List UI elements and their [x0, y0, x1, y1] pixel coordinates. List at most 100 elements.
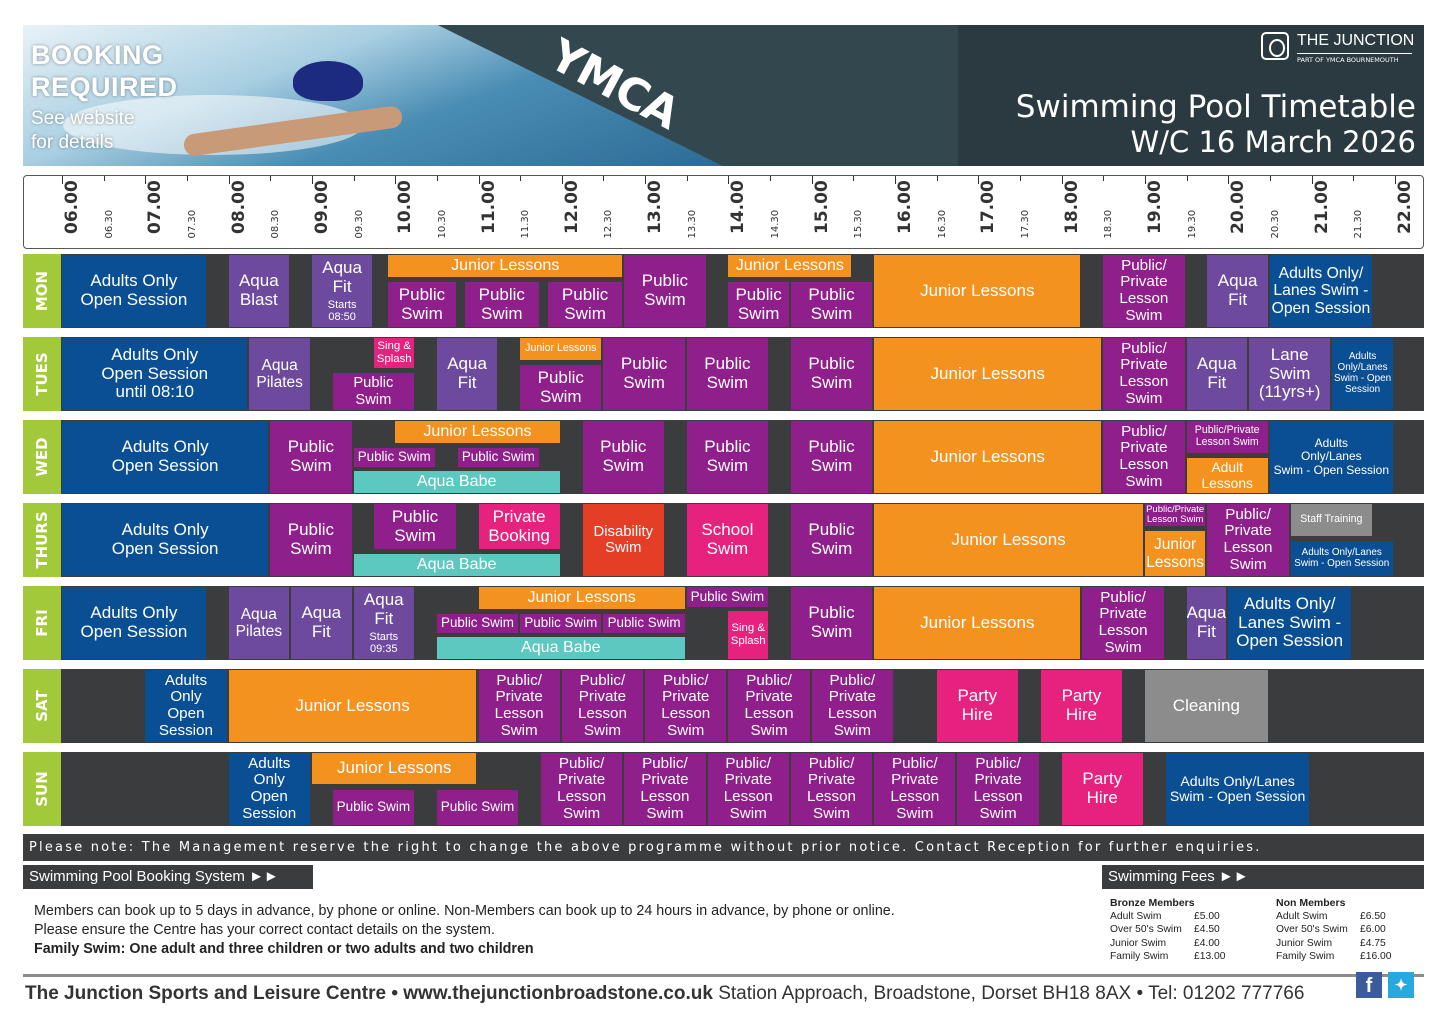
fee-row: Adult Swim £6.50 — [1276, 911, 1386, 923]
footer-contact: The Junction Sports and Leisure Centre •… — [25, 983, 1305, 1004]
time-tick — [228, 176, 230, 184]
fee-row: Junior Swim £4.75 — [1276, 937, 1386, 949]
session-block: Aqua Fit — [1186, 338, 1248, 410]
session-block: Aqua Pilates — [228, 587, 290, 659]
session-block: Public Swim — [547, 282, 623, 327]
session-block: Adults Only Open Session — [228, 753, 310, 825]
session-block: Public/ Private Lesson Swim — [1207, 504, 1289, 576]
day-row-sat: SAT Adults Only Open Session Junior Lesson… — [23, 669, 1424, 743]
day-row-fri: FRI Adults Only Open Session Aqua Pilates A… — [23, 586, 1424, 660]
session-block: Public Swim — [728, 282, 789, 327]
session-block: Public/ Private Lesson Swim — [790, 753, 873, 825]
session-block: Adults Only/Lanes Swim - Open Session — [1269, 421, 1393, 493]
session-block: Sing & Splash — [728, 611, 769, 659]
session-block: Public Swim — [270, 421, 352, 493]
time-tick — [311, 176, 313, 184]
time-tick — [978, 176, 980, 184]
brand-name: THE JUNCTION — [1297, 32, 1415, 49]
session-block: Public/ Private Lesson Swim — [1103, 338, 1185, 410]
time-tick — [895, 176, 896, 184]
time-tick — [853, 176, 855, 181]
session-block: Public Swim — [388, 282, 456, 327]
week-commencing: W/C 16 March 2026 — [1130, 125, 1416, 159]
time-label: 16.30 — [936, 209, 948, 239]
session-block: Public Swim — [374, 504, 456, 549]
time-label: 06.30 — [103, 209, 115, 239]
time-label: 15.30 — [853, 209, 865, 239]
time-label: 19.00 — [1144, 180, 1165, 234]
session-block: Adult Lessons — [1186, 458, 1268, 493]
the-junction-logo: THE JUNCTION PART OF YMCA BOURNEMOUTH — [1261, 32, 1416, 70]
session-block: Staff Training — [1290, 504, 1372, 536]
day-label: MON — [23, 254, 61, 328]
session-block: Aqua Fit Starts 08:50 — [311, 255, 373, 327]
time-label: 18.30 — [1103, 209, 1115, 239]
swimming-fees-header: Swimming Fees ►► — [1102, 865, 1424, 889]
session-block: Adults Only/ Lanes Swim - Open Session — [1228, 587, 1352, 659]
facebook-icon[interactable]: f — [1356, 972, 1382, 998]
time-label: 10.30 — [436, 209, 448, 239]
fee-row: Family Swim £13.00 — [1110, 950, 1226, 962]
junction-logo-icon — [1261, 32, 1289, 60]
time-tick — [1269, 176, 1271, 181]
time-tick — [770, 176, 772, 181]
session-block: Public/ Private Lesson Swim — [1103, 255, 1185, 327]
page-title: Swimming Pool Timetable — [1015, 89, 1416, 125]
website-link[interactable]: www.thejunctionbroadstone.co.uk — [403, 983, 713, 1004]
header-banner: BOOKING REQUIRED See website for details… — [23, 25, 1424, 166]
time-tick — [353, 176, 355, 181]
time-tick — [603, 176, 605, 181]
day-label: WED — [23, 420, 61, 494]
session-block: Adults Only Open Session — [62, 255, 206, 327]
session-block: Private Booking — [478, 504, 560, 549]
address: Station Approach, Broadstone, Dorset BH1… — [712, 983, 1132, 1004]
time-tick — [520, 176, 522, 181]
session-block: Public Swim — [582, 421, 664, 493]
session-block: Aqua Pilates — [249, 338, 310, 410]
time-tick — [103, 176, 105, 181]
time-tick — [436, 176, 438, 181]
session-block: Junior Lessons — [874, 338, 1102, 410]
session-block: Party Hire — [1061, 753, 1143, 825]
session-block: Public Swim — [790, 282, 873, 327]
session-block: Adults Only/ Lanes Swim - Open Session — [1269, 255, 1372, 327]
day-row-thurs: THURS Adults Only Open Session Public Swim… — [23, 503, 1424, 577]
time-label: 11.00 — [478, 180, 499, 234]
time-tick — [1394, 176, 1396, 184]
bronze-member-fees: Bronze Members Adult Swim £5.00 Over 50's… — [1110, 897, 1226, 963]
time-tick — [1103, 176, 1105, 181]
session-block: Adults Only/Lanes Swim - Open Session — [1290, 541, 1393, 576]
session-block: Public Swim — [790, 587, 873, 659]
session-block: Public Swim — [436, 614, 519, 633]
session-block: Aqua Fit Starts 09:35 — [353, 587, 415, 659]
session-block: Junior Lessons — [388, 255, 623, 277]
session-block: Adults Only/Lanes Swim - Open Session — [1165, 753, 1310, 825]
session-block: Junior Lessons — [874, 504, 1143, 576]
time-label: 10.00 — [395, 180, 416, 234]
booking-system-header: Swimming Pool Booking System ►► — [23, 865, 313, 889]
session-block: Party Hire — [936, 670, 1018, 742]
booking-line-2: Please ensure the Centre has your correc… — [34, 922, 495, 938]
booking-required-subtitle: See website for details — [31, 108, 135, 153]
time-label: 19.30 — [1186, 209, 1198, 239]
time-tick — [936, 176, 938, 181]
time-label: 12.30 — [603, 209, 615, 239]
twitter-icon[interactable]: ✦ — [1388, 972, 1414, 998]
session-block: Public/ Private Lesson Swim — [645, 670, 727, 742]
session-block: Junior Lessons — [728, 255, 852, 277]
session-block: Public Swim — [790, 421, 873, 493]
session-block: Party Hire — [1040, 670, 1123, 742]
time-label: 16.00 — [895, 180, 915, 234]
session-block: Public Swim — [332, 373, 415, 410]
day-row-sun: SUN Adults Only Open Session Junior Lesson… — [23, 752, 1424, 826]
session-block: Public Swim — [686, 587, 769, 607]
time-axis: 06.00 06.30 07.00 07.30 08.00 08.30 09.00 09.30… — [23, 175, 1424, 249]
time-tick — [270, 176, 272, 181]
session-block: Adults Only Open Session — [145, 670, 227, 742]
session-block: Public/ Private Lesson Swim — [728, 670, 810, 742]
time-label: 21.00 — [1311, 180, 1332, 234]
session-block: Junior Lessons — [874, 587, 1081, 659]
session-block: Cleaning — [1144, 670, 1268, 742]
session-block: Aqua Fit — [1207, 255, 1268, 327]
session-block: Public Swim — [520, 365, 602, 410]
